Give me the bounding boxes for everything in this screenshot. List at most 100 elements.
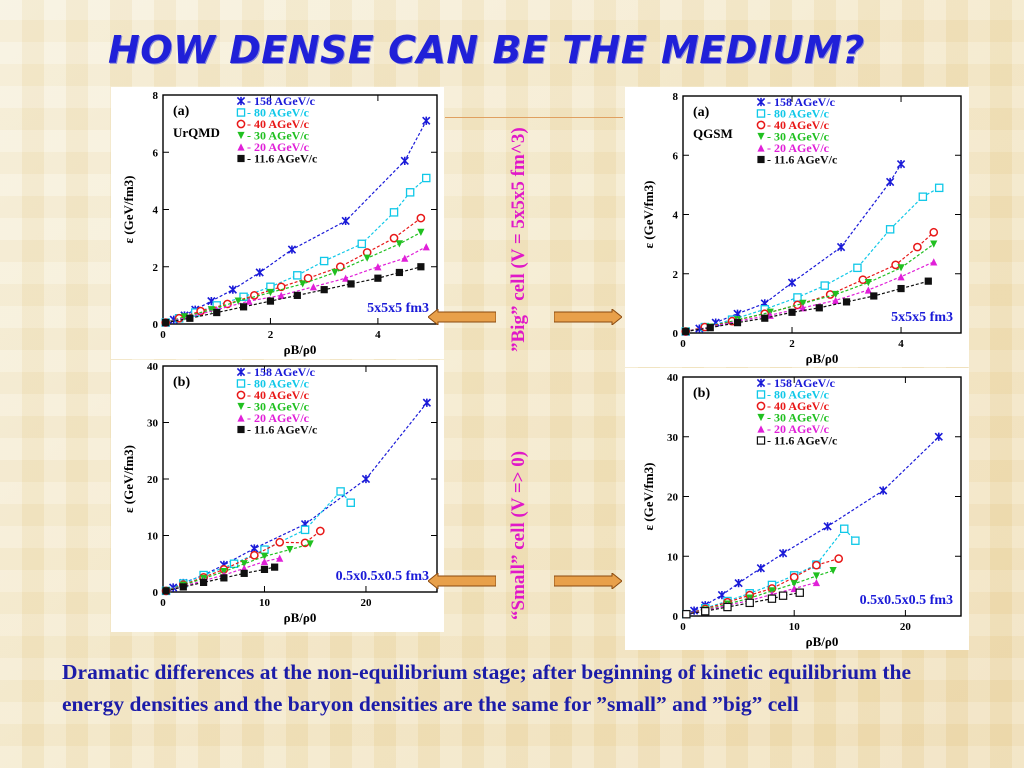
data-point <box>682 610 691 619</box>
data-point <box>287 245 297 254</box>
right-arrow-icon <box>554 573 622 589</box>
x-tick-label: 10 <box>789 621 801 633</box>
y-tick-label: 20 <box>667 492 679 504</box>
y-tick-label: 30 <box>147 418 159 430</box>
legend-marker <box>236 379 246 388</box>
data-point <box>395 268 403 277</box>
legend-label: - 20 AGeV/c <box>767 141 830 155</box>
data-point <box>347 280 355 288</box>
x-axis-label: ρB/ρ0 <box>806 351 839 366</box>
data-point <box>363 254 371 262</box>
data-point <box>723 602 732 612</box>
data-point <box>179 583 187 591</box>
data-point <box>706 324 714 332</box>
x-axis-label: ρB/ρ0 <box>284 342 317 357</box>
data-point <box>293 271 302 280</box>
y-tick-label: 0 <box>153 319 159 331</box>
legend-marker <box>757 425 765 433</box>
y-tick-label: 40 <box>147 361 159 373</box>
data-point <box>799 299 807 307</box>
data-point <box>300 525 310 535</box>
data-point <box>930 258 938 266</box>
slide-title: HOW DENSE CAN BE THE MEDIUM? <box>108 28 865 72</box>
legend-marker <box>237 131 245 140</box>
data-point <box>303 273 313 283</box>
y-tick-label: 2 <box>673 269 679 281</box>
data-point <box>357 239 367 249</box>
x-tick-label: 2 <box>268 329 274 341</box>
legend-label: - 158 AGeV/c <box>247 94 316 108</box>
data-point <box>239 292 248 302</box>
y-tick-label: 10 <box>147 531 159 543</box>
series-1 <box>161 487 355 596</box>
data-point <box>293 291 301 299</box>
data-point <box>829 566 837 575</box>
data-point <box>778 549 788 558</box>
data-point <box>346 498 355 507</box>
data-point <box>929 227 939 237</box>
y-tick-label: 6 <box>673 150 679 162</box>
legend-label: - 40 AGeV/c <box>767 399 830 413</box>
data-point <box>864 286 872 294</box>
data-point <box>260 565 269 573</box>
legend-marker <box>236 390 246 400</box>
legend-label: - 158 AGeV/c <box>767 376 836 390</box>
data-point <box>374 263 382 271</box>
data-point <box>864 279 872 287</box>
x-axis-label: ρB/ρ0 <box>284 610 317 625</box>
left-arrow-icon <box>428 573 496 589</box>
legend-marker <box>237 154 245 163</box>
data-point <box>842 298 851 306</box>
x-tick-label: 0 <box>680 338 686 350</box>
left-arrow-icon <box>428 309 496 325</box>
data-point <box>885 177 895 187</box>
data-point <box>249 291 259 300</box>
data-point <box>240 560 248 568</box>
chart-panel-urqmd-big: 0 2 4 6 8 0 2 4 ε (GeV/fm3) ρB/ρ0 (a) UrQMD - 158 AG… <box>111 87 444 359</box>
data-point <box>832 296 840 305</box>
data-point <box>266 288 275 297</box>
data-point <box>934 183 944 193</box>
volume-label: 0.5x0.5x0.5 fm3 <box>860 593 953 608</box>
data-point <box>255 268 264 277</box>
data-point <box>266 297 275 305</box>
data-point <box>778 591 788 600</box>
data-point <box>286 546 294 554</box>
panel-label: (b) <box>693 386 710 401</box>
conclusion-text: Dramatic differences at the non-equilibr… <box>62 660 911 716</box>
y-axis-label: ε (GeV/fm3) <box>121 445 136 513</box>
data-point <box>756 564 766 573</box>
data-point <box>276 554 284 562</box>
data-point <box>896 159 906 169</box>
data-point <box>924 277 932 285</box>
series-line <box>165 490 352 592</box>
data-point <box>405 188 415 197</box>
small-cell-label: “Small” cell (V => 0) <box>508 450 529 620</box>
y-tick-label: 0 <box>673 611 679 623</box>
data-point <box>897 273 905 281</box>
data-point <box>851 536 860 545</box>
legend-label: - 158 AGeV/c <box>247 365 316 379</box>
data-point <box>239 303 248 311</box>
legend-marker <box>756 378 766 388</box>
legend-label: - 80 AGeV/c <box>247 377 310 391</box>
y-tick-label: 20 <box>147 474 159 486</box>
y-axis-label: ε (GeV/fm3) <box>641 180 656 248</box>
data-point <box>186 314 194 322</box>
legend-label: - 30 AGeV/c <box>247 129 310 143</box>
legend-marker <box>756 97 766 107</box>
x-axis-label: ρB/ρ0 <box>806 634 839 649</box>
right-arrow-icon <box>554 309 622 325</box>
chart-urqmd-big: 0 2 4 6 8 0 2 4 ε (GeV/fm3) ρB/ρ0 (a) UrQMD - 158 AG… <box>121 90 438 357</box>
series-line <box>165 246 427 324</box>
data-point <box>812 560 821 570</box>
series-5 <box>682 588 804 619</box>
data-point <box>682 327 690 336</box>
data-point <box>213 308 221 317</box>
data-point <box>761 314 769 322</box>
data-point <box>417 263 425 271</box>
data-point <box>245 297 253 305</box>
data-point <box>260 557 269 566</box>
legend-marker <box>236 119 246 129</box>
legend-label: - 11.6 AGeV/c <box>767 153 838 167</box>
